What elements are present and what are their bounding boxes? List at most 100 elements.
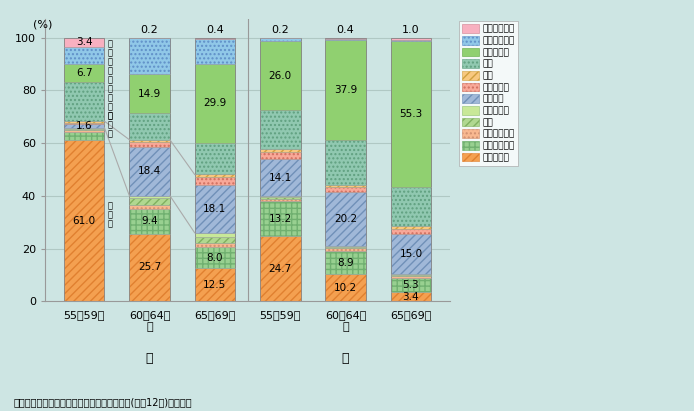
Bar <box>391 234 431 274</box>
Bar <box>194 247 235 268</box>
Bar <box>194 37 235 301</box>
Text: 10.2: 10.2 <box>334 283 357 293</box>
Bar <box>64 141 105 301</box>
Bar <box>194 39 235 64</box>
Text: 15.0: 15.0 <box>399 249 423 259</box>
Bar <box>129 209 170 233</box>
Bar <box>129 142 170 147</box>
Text: 1.0: 1.0 <box>402 25 420 35</box>
Text: 12.5: 12.5 <box>203 280 226 290</box>
Bar <box>260 37 301 301</box>
Bar <box>391 278 431 292</box>
Text: 1.6: 1.6 <box>76 121 92 131</box>
Bar <box>64 64 105 82</box>
Bar <box>64 124 105 128</box>
Text: 男: 男 <box>146 352 153 365</box>
Text: 雇
用
者: 雇 用 者 <box>107 201 112 228</box>
Bar <box>325 187 366 192</box>
Bar <box>194 64 235 143</box>
Bar <box>260 236 301 301</box>
Bar <box>325 275 366 301</box>
Bar <box>194 37 235 39</box>
Text: 女: 女 <box>342 352 349 365</box>
Text: 29.9: 29.9 <box>203 98 226 109</box>
Bar <box>391 275 431 276</box>
Bar <box>129 140 170 142</box>
Bar <box>260 149 301 152</box>
Text: 18.1: 18.1 <box>203 204 226 214</box>
Bar <box>64 130 105 132</box>
Text: 6.7: 6.7 <box>76 68 92 78</box>
Bar <box>260 197 301 199</box>
Bar <box>64 82 105 121</box>
Bar <box>391 276 431 278</box>
Bar <box>194 237 235 243</box>
Bar <box>325 37 366 39</box>
Bar <box>64 46 105 64</box>
Text: 資料：厚生労働省「高年齢者就業実態調査」(平成12年)より作成: 資料：厚生労働省「高年齢者就業実態調査」(平成12年)より作成 <box>14 397 192 407</box>
Bar <box>129 38 170 74</box>
Text: 0.2: 0.2 <box>271 25 289 35</box>
Text: 9.4: 9.4 <box>142 216 158 226</box>
Bar <box>391 40 431 41</box>
Bar <box>64 122 105 124</box>
Bar <box>129 198 170 205</box>
Bar <box>194 243 235 247</box>
Text: 3.4: 3.4 <box>76 37 92 47</box>
Bar <box>260 201 301 236</box>
Bar <box>391 274 431 275</box>
Text: 61.0: 61.0 <box>73 216 96 226</box>
Bar <box>194 185 235 233</box>
Bar <box>325 246 366 247</box>
Bar <box>260 37 301 38</box>
Bar <box>194 143 235 175</box>
Bar <box>194 233 235 237</box>
Text: 13.2: 13.2 <box>269 214 292 224</box>
Text: 37.9: 37.9 <box>334 85 357 95</box>
Bar <box>64 128 105 129</box>
Bar <box>194 175 235 177</box>
Bar <box>129 233 170 301</box>
Bar <box>325 192 366 246</box>
Text: 24.7: 24.7 <box>269 264 292 274</box>
Bar <box>129 113 170 140</box>
Bar <box>325 40 366 140</box>
Bar <box>325 37 366 301</box>
Bar <box>391 226 431 229</box>
Bar <box>325 251 366 275</box>
Text: 3.4: 3.4 <box>403 292 419 302</box>
Text: 20.2: 20.2 <box>334 214 357 224</box>
Bar <box>129 196 170 198</box>
Text: 就
業
者: 就 業 者 <box>107 111 112 138</box>
Bar <box>64 121 105 122</box>
Bar <box>391 292 431 301</box>
Bar <box>260 152 301 159</box>
Bar <box>129 37 170 38</box>
Bar <box>325 248 366 251</box>
Bar <box>325 140 366 185</box>
Text: 55.3: 55.3 <box>399 109 423 119</box>
Bar <box>129 147 170 196</box>
Bar <box>260 41 301 110</box>
Bar <box>325 185 366 187</box>
Text: 0.2: 0.2 <box>141 25 158 35</box>
Bar <box>260 199 301 201</box>
Text: 0.4: 0.4 <box>337 25 355 35</box>
Legend: 就業希望不明, 就業非希望者, 就業希望者, 不明, 内職, 家族従業者, 自営業主, 任意就業者, 役員, 勤務形態不明, 短時間勤務者, 普通勤務者: 就業希望不明, 就業非希望者, 就業希望者, 不明, 内職, 家族従業者, 自営… <box>459 21 518 166</box>
Text: (%): (%) <box>33 20 53 30</box>
Bar <box>64 132 105 141</box>
Text: 不
就
業
者
雇
用
者
以
外: 不 就 業 者 雇 用 者 以 外 <box>107 39 112 120</box>
Bar <box>391 229 431 234</box>
Bar <box>391 187 431 226</box>
Bar <box>325 247 366 248</box>
Bar <box>129 37 170 301</box>
Text: 18.4: 18.4 <box>138 166 161 176</box>
Bar <box>391 37 431 40</box>
Text: 8.9: 8.9 <box>337 258 354 268</box>
Text: 26.0: 26.0 <box>269 71 291 81</box>
Bar <box>325 39 366 40</box>
Text: 25.7: 25.7 <box>138 263 161 272</box>
Bar <box>64 129 105 130</box>
Text: 8.0: 8.0 <box>207 253 223 263</box>
Bar <box>391 41 431 187</box>
